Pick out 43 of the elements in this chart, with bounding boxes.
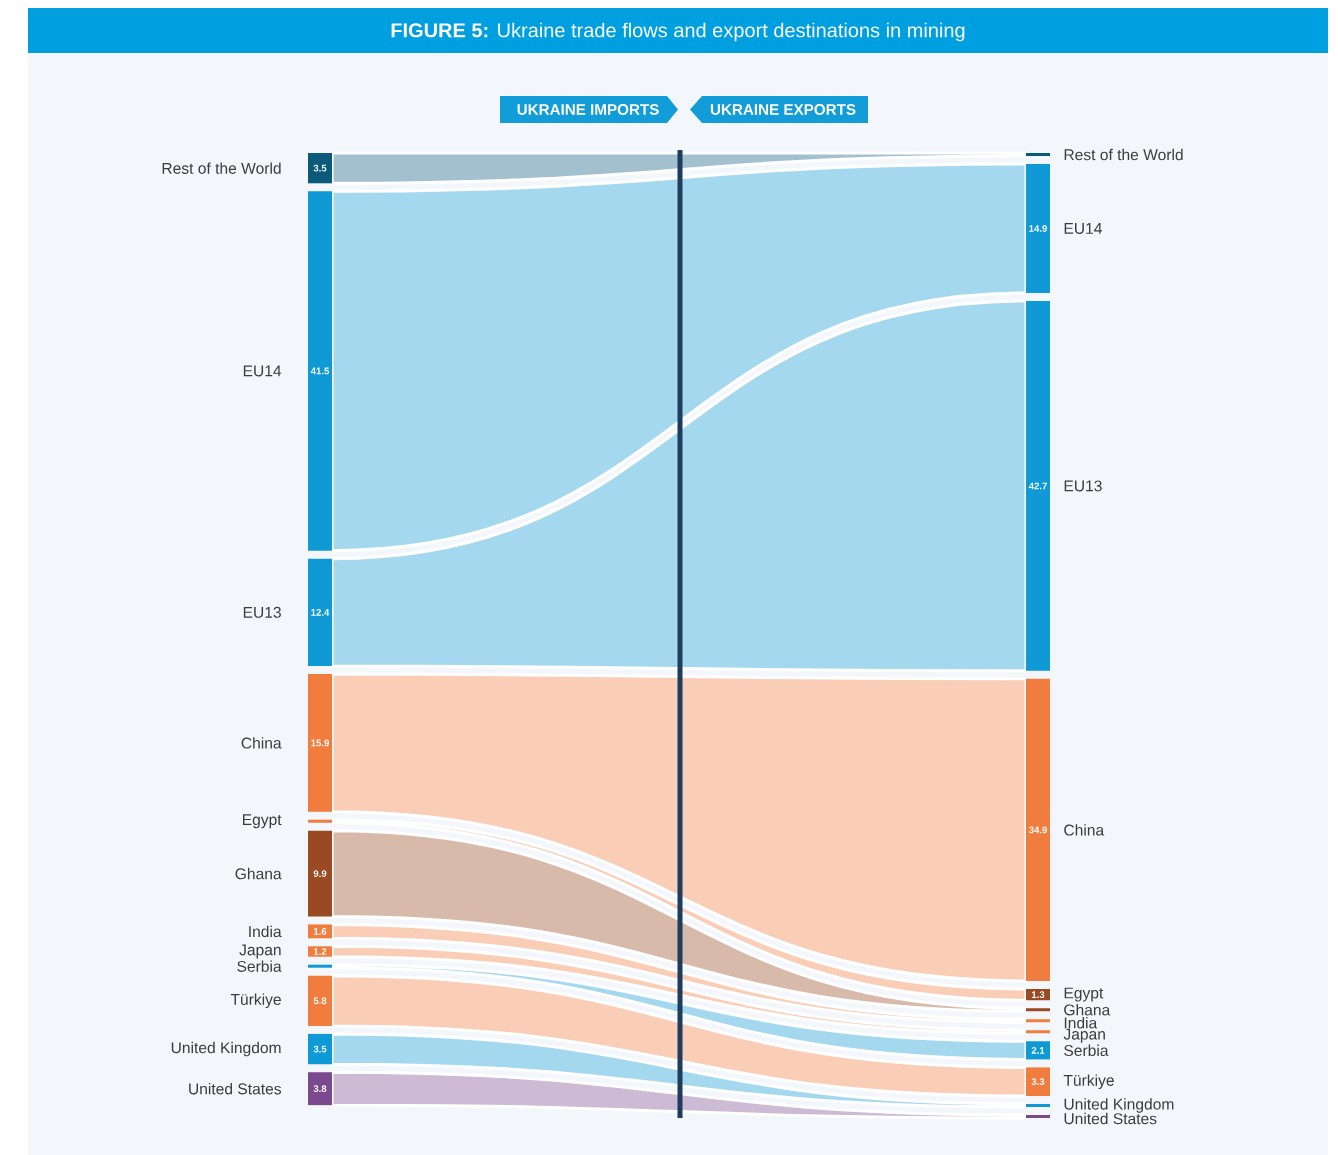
category-label: EU13	[1064, 480, 1102, 492]
category-label: EU13	[243, 606, 281, 618]
category-label: Türkiye	[230, 993, 281, 1009]
data-label: 3.3	[1031, 1078, 1045, 1086]
category-label: Rest of the World	[1064, 148, 1183, 161]
data-label: 14.9	[1029, 225, 1047, 232]
category-label: Japan	[239, 944, 281, 959]
data-label: 3.5	[313, 1045, 327, 1053]
data-label: 41.5	[310, 367, 330, 375]
category-label: United States	[189, 1082, 282, 1095]
data-label: 5.8	[313, 997, 327, 1005]
category-label: India	[1064, 1017, 1098, 1029]
data-label: 2.1	[1031, 1046, 1045, 1054]
data-label: 34.9	[1028, 826, 1047, 834]
data-label: 3.5	[313, 164, 327, 172]
category-label: China	[241, 737, 282, 749]
data-label: 1.6	[313, 927, 327, 935]
category-label: Ghana	[1064, 1004, 1111, 1016]
text: FIGURE 5: Ukraine trade flows and export destinations in mining	[391, 22, 965, 42]
category-label: EU14	[1064, 223, 1102, 234]
data-label: 12.4	[311, 608, 330, 616]
category-label: Egypt	[243, 814, 282, 829]
category-label: United States	[1064, 1112, 1157, 1125]
text: UKRAINE EXPORTS	[710, 104, 856, 115]
category-label: Rest of the World	[162, 162, 281, 174]
category-label: India	[249, 925, 282, 938]
category-label: Ghana	[235, 867, 282, 880]
category-label: Serbia	[1064, 1044, 1109, 1057]
category-label: EU14	[243, 365, 282, 377]
text: UKRAINE IMPORTS	[517, 104, 659, 115]
category-label: Türkiye	[1063, 1074, 1114, 1089]
category-label: United Kingdom	[1064, 1098, 1174, 1113]
category-label: Serbia	[237, 960, 282, 972]
data-label: 9.9	[313, 870, 327, 877]
category-label: Egypt	[1064, 987, 1104, 1002]
category-label: China	[1064, 824, 1105, 836]
data-label: 42.7	[1028, 482, 1047, 490]
category-label: Japan	[1063, 1028, 1105, 1043]
category-label: United Kingdom	[171, 1041, 281, 1057]
data-label: 1.3	[1031, 991, 1045, 998]
data-label: 15.9	[311, 739, 329, 747]
data-label: 1.2	[313, 948, 327, 955]
data-label: 3.8	[313, 1085, 327, 1093]
